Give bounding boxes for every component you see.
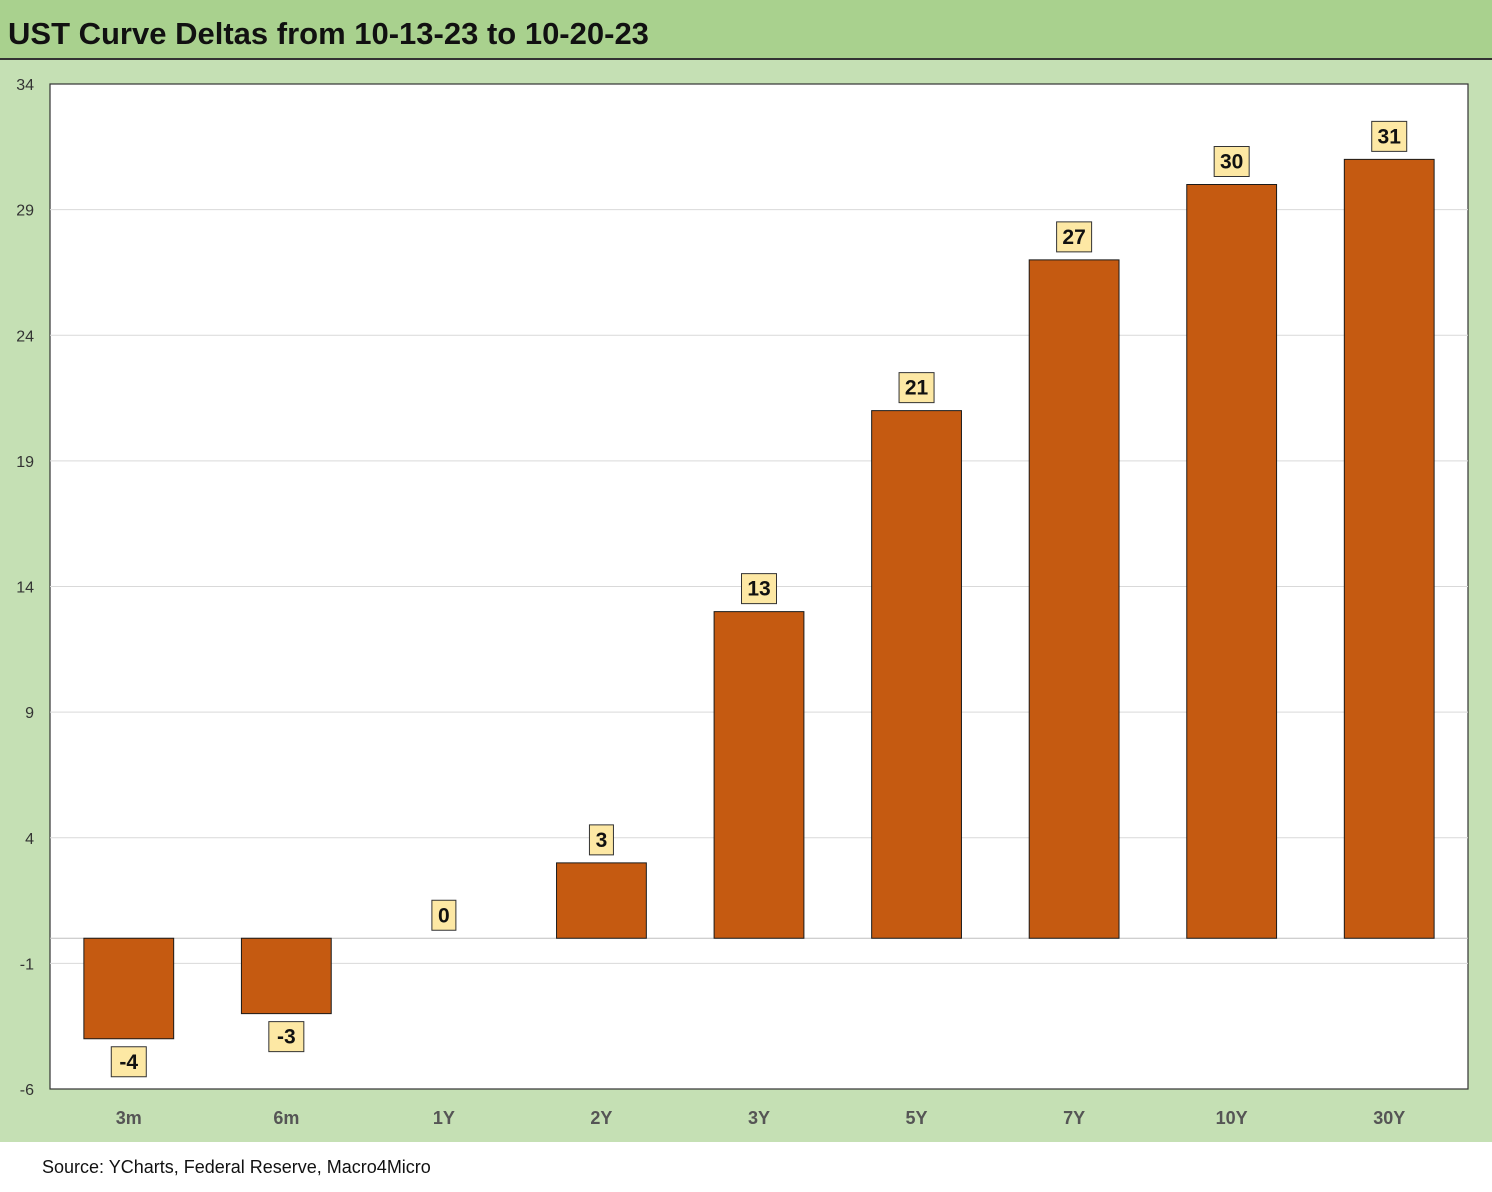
data-label: 27	[1056, 221, 1093, 253]
data-label-box	[1213, 146, 1250, 177]
data-label: 13	[741, 573, 777, 605]
x-tick-label: 10Y	[1216, 1108, 1248, 1128]
chart-area: -6 -1 4 9 14 19 24 29 34 -4 3m -3 6m 0 1Y 3 2Y 13 3Y 21 5Y 27…	[0, 60, 1492, 1142]
y-tick-label: 29	[16, 203, 34, 220]
bar-6m	[240, 937, 332, 1015]
y-tick-label: 24	[16, 328, 34, 345]
y-tick-label: -6	[20, 1082, 34, 1099]
data-label-value: 13	[747, 578, 770, 601]
data-label-value: 27	[1062, 226, 1085, 249]
data-label-value: 0	[438, 904, 450, 927]
x-tick-label: 3m	[116, 1108, 142, 1128]
data-label-value: 31	[1378, 125, 1402, 148]
bar-7y	[1028, 259, 1120, 939]
y-tick-label: 34	[16, 77, 34, 94]
data-label-box	[431, 899, 457, 931]
bar-30y	[1343, 158, 1435, 939]
data-label: 3	[588, 824, 614, 856]
bar-3m	[83, 937, 175, 1040]
x-tick-label: 3Y	[748, 1108, 770, 1128]
y-tick-label: 19	[16, 454, 34, 471]
bar-3y	[713, 611, 805, 939]
y-tick-label: 4	[25, 831, 34, 848]
data-label-box	[741, 573, 777, 605]
data-label-box	[110, 1046, 147, 1078]
data-label: 31	[1371, 120, 1408, 152]
x-tick-label: 6m	[273, 1108, 299, 1128]
x-tick-label: 5Y	[906, 1108, 928, 1128]
data-label-box	[268, 1021, 305, 1053]
y-tick-label: 9	[25, 705, 34, 722]
x-tick-label: 7Y	[1063, 1108, 1085, 1128]
x-tick-label: 2Y	[590, 1108, 612, 1128]
data-label-box	[898, 372, 935, 404]
data-label: 0	[431, 899, 457, 931]
data-label: 21	[898, 372, 935, 404]
y-tick-label: -1	[20, 956, 34, 973]
bar-chart: -6 -1 4 9 14 19 24 29 34 -4 3m -3 6m 0 1Y 3 2Y 13 3Y 21 5Y 27…	[16, 77, 1469, 1128]
bar-2y	[556, 862, 647, 939]
data-label-value: 3	[596, 829, 608, 852]
data-label-value: -3	[277, 1026, 296, 1049]
data-label-box	[588, 824, 614, 856]
data-label-box	[1371, 120, 1408, 152]
data-label-value: 21	[905, 377, 929, 400]
y-tick-label: 14	[16, 580, 34, 597]
title-bar: UST Curve Deltas from 10-13-23 to 10-20-…	[0, 0, 1492, 60]
data-label: -4	[110, 1046, 147, 1078]
chart-title: UST Curve Deltas from 10-13-23 to 10-20-…	[8, 16, 649, 51]
x-tick-label: 30Y	[1373, 1108, 1405, 1128]
bar-10y	[1186, 184, 1278, 939]
data-label: -3	[268, 1021, 305, 1053]
source-note: Source: YCharts, Federal Reserve, Macro4…	[42, 1157, 431, 1177]
data-label-value: -4	[119, 1051, 138, 1074]
x-tick-label: 1Y	[433, 1108, 455, 1128]
data-label: 30	[1213, 146, 1250, 177]
data-label-value: 30	[1220, 151, 1243, 174]
bar-5y	[871, 410, 962, 939]
data-label-box	[1056, 221, 1093, 253]
